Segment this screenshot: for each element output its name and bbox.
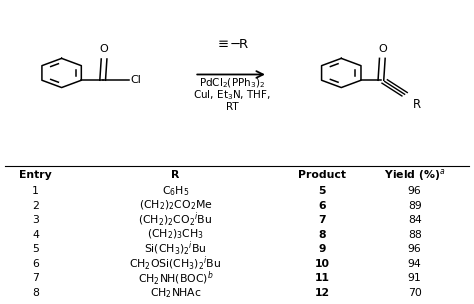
Text: (CH$_2$)$_2$CO$_2$$^i$Bu: (CH$_2$)$_2$CO$_2$$^i$Bu — [138, 211, 212, 229]
Text: O: O — [378, 44, 387, 54]
Text: RT: RT — [226, 102, 238, 112]
Text: 96: 96 — [408, 244, 422, 254]
Text: PdCl$_2$(PPh$_3$)$_2$: PdCl$_2$(PPh$_3$)$_2$ — [199, 77, 265, 90]
Text: 84: 84 — [408, 215, 422, 225]
Text: Product: Product — [298, 170, 346, 180]
Text: 8: 8 — [319, 230, 326, 240]
Text: 1: 1 — [32, 186, 39, 196]
Text: 6: 6 — [319, 201, 326, 210]
Text: R: R — [171, 170, 180, 180]
Text: 91: 91 — [408, 274, 422, 283]
Text: 4: 4 — [32, 230, 39, 240]
Text: C$_6$H$_5$: C$_6$H$_5$ — [162, 184, 189, 198]
Text: 5: 5 — [32, 244, 39, 254]
Text: 3: 3 — [32, 215, 39, 225]
Text: Si(CH$_3$)$_2$$^i$Bu: Si(CH$_3$)$_2$$^i$Bu — [144, 240, 207, 258]
Text: 88: 88 — [408, 230, 422, 240]
Text: Entry: Entry — [19, 170, 52, 180]
Text: 96: 96 — [408, 186, 422, 196]
Text: (CH$_2$)$_2$CO$_2$Me: (CH$_2$)$_2$CO$_2$Me — [138, 199, 212, 212]
Text: 89: 89 — [408, 201, 422, 210]
Text: 12: 12 — [315, 288, 330, 298]
Text: R: R — [413, 98, 421, 111]
Text: 5: 5 — [319, 186, 326, 196]
Text: Yield (%)$^a$: Yield (%)$^a$ — [384, 167, 446, 183]
Text: 2: 2 — [32, 201, 39, 210]
Text: Cl: Cl — [130, 75, 141, 85]
Text: $\equiv\!\!-\!\!$R: $\equiv\!\!-\!\!$R — [215, 38, 250, 50]
Text: O: O — [100, 44, 109, 54]
Text: 9: 9 — [319, 244, 326, 254]
Text: 70: 70 — [408, 288, 422, 298]
Text: 8: 8 — [32, 288, 39, 298]
Text: 7: 7 — [319, 215, 326, 225]
Text: 94: 94 — [408, 259, 422, 269]
Text: 7: 7 — [32, 274, 39, 283]
Text: CH$_2$OSi(CH$_3$)$_2$$^i$Bu: CH$_2$OSi(CH$_3$)$_2$$^i$Bu — [129, 255, 221, 273]
Text: CuI, Et$_3$N, THF,: CuI, Et$_3$N, THF, — [193, 88, 271, 102]
Text: (CH$_2$)$_3$CH$_3$: (CH$_2$)$_3$CH$_3$ — [147, 228, 204, 241]
Text: CH$_2$NH(BOC)$^b$: CH$_2$NH(BOC)$^b$ — [137, 269, 213, 288]
Text: CH$_2$NHAc: CH$_2$NHAc — [149, 286, 201, 300]
Text: 10: 10 — [315, 259, 330, 269]
Text: 6: 6 — [32, 259, 39, 269]
Text: 11: 11 — [315, 274, 330, 283]
